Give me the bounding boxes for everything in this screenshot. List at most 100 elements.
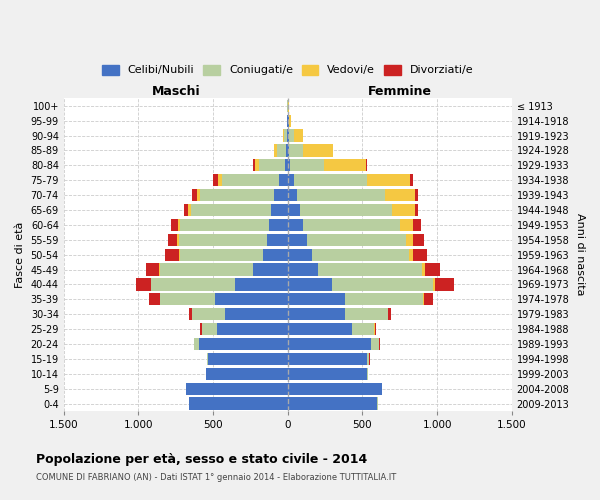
Bar — [253, 159, 255, 172]
Bar — [136, 278, 151, 290]
Bar — [435, 278, 454, 290]
Bar — [288, 114, 289, 127]
Bar — [206, 368, 288, 380]
Bar — [151, 278, 235, 290]
Bar — [415, 204, 418, 216]
Bar — [213, 174, 218, 186]
Bar — [388, 308, 391, 320]
Bar — [170, 219, 178, 231]
Bar — [225, 308, 288, 320]
Bar — [288, 323, 352, 335]
Y-axis label: Anni di nascita: Anni di nascita — [575, 214, 585, 296]
Bar — [179, 219, 269, 231]
Bar — [375, 323, 376, 335]
Bar — [197, 189, 200, 201]
Bar — [367, 368, 368, 380]
Bar — [288, 159, 290, 172]
Bar — [400, 219, 413, 231]
Bar — [255, 159, 259, 172]
Y-axis label: Fasce di età: Fasce di età — [15, 222, 25, 288]
Bar — [269, 219, 288, 231]
Text: COMUNE DI FABRIANO (AN) - Dati ISTAT 1° gennaio 2014 - Elaborazione TUTTITALIA.I: COMUNE DI FABRIANO (AN) - Dati ISTAT 1° … — [36, 472, 396, 482]
Bar — [149, 293, 160, 306]
Bar — [207, 353, 208, 365]
Bar — [169, 234, 177, 246]
Bar — [222, 174, 279, 186]
Bar — [199, 338, 288, 350]
Bar — [208, 353, 288, 365]
Bar — [279, 174, 288, 186]
Bar — [288, 353, 367, 365]
Bar — [215, 293, 288, 306]
Bar — [288, 189, 297, 201]
Bar — [346, 293, 423, 306]
Bar — [413, 248, 427, 261]
Text: Popolazione per età, sesso e stato civile - 2014: Popolazione per età, sesso e stato civil… — [36, 452, 367, 466]
Bar — [267, 234, 288, 246]
Bar — [289, 144, 303, 156]
Bar — [288, 278, 332, 290]
Bar — [235, 278, 288, 290]
Bar — [218, 174, 222, 186]
Bar — [217, 323, 288, 335]
Bar — [189, 308, 192, 320]
Bar — [284, 130, 287, 141]
Bar — [271, 204, 288, 216]
Bar — [332, 278, 433, 290]
Bar — [317, 264, 422, 276]
Bar — [186, 382, 288, 394]
Bar — [300, 204, 392, 216]
Bar — [188, 204, 191, 216]
Bar — [290, 159, 325, 172]
Bar — [286, 144, 288, 156]
Bar — [200, 189, 274, 201]
Bar — [160, 293, 215, 306]
Bar — [274, 144, 277, 156]
Bar — [297, 189, 385, 201]
Bar — [425, 264, 440, 276]
Bar — [192, 308, 225, 320]
Bar — [312, 248, 409, 261]
Bar — [289, 130, 294, 141]
Legend: Celibi/Nubili, Coniugati/e, Vedovi/e, Divorziati/e: Celibi/Nubili, Coniugati/e, Vedovi/e, Di… — [98, 60, 478, 80]
Bar — [184, 204, 188, 216]
Bar — [288, 264, 317, 276]
Bar — [200, 323, 202, 335]
Bar — [287, 130, 288, 141]
Bar — [274, 189, 288, 201]
Bar — [288, 368, 367, 380]
Bar — [423, 293, 424, 306]
Bar — [283, 130, 284, 141]
Bar — [263, 248, 288, 261]
Bar — [307, 234, 406, 246]
Bar — [352, 323, 374, 335]
Bar — [179, 248, 263, 261]
Bar — [385, 189, 415, 201]
Bar — [366, 159, 367, 172]
Bar — [325, 159, 366, 172]
Bar — [415, 189, 418, 201]
Bar — [194, 338, 199, 350]
Bar — [288, 130, 289, 141]
Bar — [177, 234, 179, 246]
Bar — [285, 159, 288, 172]
Bar — [288, 398, 377, 409]
Bar — [413, 219, 421, 231]
Bar — [202, 323, 217, 335]
Bar — [288, 234, 307, 246]
Bar — [294, 130, 303, 141]
Bar — [303, 144, 332, 156]
Bar — [288, 308, 344, 320]
Bar — [413, 234, 424, 246]
Bar — [288, 382, 382, 394]
Bar — [406, 234, 413, 246]
Bar — [294, 174, 367, 186]
Bar — [189, 398, 288, 409]
Bar — [288, 174, 294, 186]
Bar — [288, 248, 312, 261]
Bar — [409, 248, 413, 261]
Bar — [166, 248, 179, 261]
Bar — [367, 353, 369, 365]
Bar — [178, 219, 179, 231]
Bar — [179, 234, 267, 246]
